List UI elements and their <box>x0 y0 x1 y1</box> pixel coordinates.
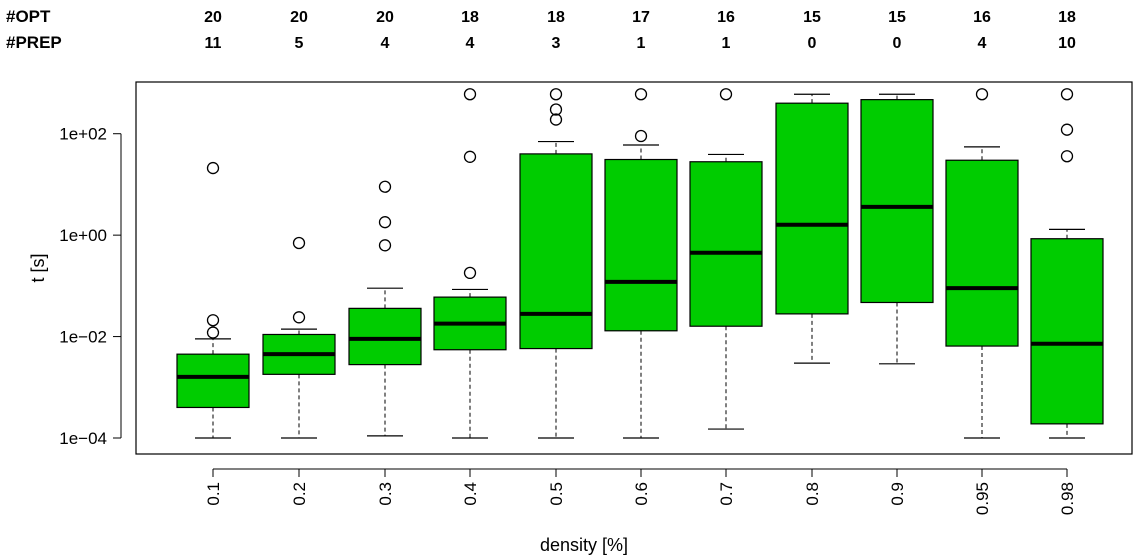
x-axis-label: density [%] <box>540 535 628 555</box>
top-row-value: 18 <box>1058 9 1076 26</box>
box-body <box>945 159 1019 347</box>
top-row-value: 20 <box>290 9 308 26</box>
outlier-point <box>719 88 733 101</box>
box-body <box>1030 238 1104 425</box>
outlier-point <box>1060 88 1074 101</box>
box-body <box>176 353 250 409</box>
box-body <box>604 158 678 332</box>
top-row-value: 4 <box>466 35 475 52</box>
outlier-point <box>975 88 989 101</box>
x-tick-label: 0.2 <box>290 482 309 506</box>
top-row-value: 0 <box>808 35 817 52</box>
top-row-value: 20 <box>376 9 394 26</box>
top-row-value: 0 <box>893 35 902 52</box>
outlier-point <box>378 180 392 193</box>
top-row-value: 16 <box>973 9 991 26</box>
box-body <box>775 102 849 315</box>
top-row-value: 15 <box>803 9 821 26</box>
outlier-point <box>292 236 306 250</box>
outlier-point <box>463 266 477 280</box>
top-row-value: 20 <box>204 9 222 26</box>
outlier-point <box>1060 123 1074 136</box>
x-tick-label: 0.7 <box>717 482 736 506</box>
y-tick-label: 1e+00 <box>59 226 107 245</box>
box-0-1 <box>176 161 250 439</box>
top-row-value: 11 <box>205 35 222 52</box>
plot-frame <box>135 81 1133 455</box>
top-row-value: 1 <box>637 35 646 52</box>
top-row-value: 15 <box>888 9 906 26</box>
top-row-value: 16 <box>717 9 735 26</box>
top-row-value: 18 <box>547 9 565 26</box>
outlier-point <box>1060 150 1074 163</box>
outlier-point <box>549 88 563 101</box>
box-body <box>519 153 593 350</box>
box-body <box>689 161 763 327</box>
top-row-value: 3 <box>552 35 561 52</box>
top-row-value: 17 <box>632 9 650 26</box>
outlier-point <box>463 88 477 101</box>
outlier-point <box>206 314 220 327</box>
box-0-98 <box>1030 88 1104 439</box>
box-0-4 <box>433 88 507 439</box>
y-tick-label: 1e+02 <box>59 125 107 144</box>
outlier-point <box>634 129 648 143</box>
x-tick-label: 0.6 <box>632 482 651 506</box>
x-tick-label: 0.8 <box>803 482 822 506</box>
top-row-value: 10 <box>1058 35 1076 52</box>
x-tick-label: 0.1 <box>204 482 223 506</box>
top-row-value: 5 <box>295 35 304 52</box>
y-tick-label: 1e−02 <box>59 328 107 347</box>
top-row-label: #OPT <box>6 7 51 26</box>
box-0-2 <box>262 236 336 439</box>
x-tick-label: 0.9 <box>888 482 907 506</box>
outlier-point <box>463 150 477 163</box>
top-row-label: #PREP <box>6 33 62 52</box>
x-axis: 0.1 0.2 0.3 0.4 0.5 0.6 0.7 0.8 0.9 0.95 0.98 <box>204 468 1077 515</box>
outlier-point <box>378 216 392 229</box>
outlier-point <box>206 326 220 339</box>
x-tick-label: 0.4 <box>461 482 480 506</box>
y-axis-label: t [s] <box>28 253 48 282</box>
box-0-8 <box>775 93 849 364</box>
outlier-point <box>378 239 392 252</box>
outlier-point <box>549 103 563 116</box>
top-row-value: 4 <box>978 35 987 52</box>
box-0-7 <box>689 88 763 430</box>
box-body <box>860 99 934 304</box>
top-count-rows: #OPT 20 20 20 18 18 17 16 15 15 16 18#PREP 11 5 4 4 3 1 1 0… <box>6 7 1076 52</box>
top-row-value: 1 <box>722 35 731 52</box>
box-0-3 <box>348 180 422 437</box>
box-0-9 <box>860 93 934 365</box>
top-row-value: 18 <box>461 9 479 26</box>
box-0-6 <box>604 88 678 439</box>
top-row-value: 4 <box>381 35 390 52</box>
outlier-point <box>292 311 306 324</box>
outlier-point <box>634 88 648 101</box>
box-body <box>348 307 422 366</box>
box-0-95 <box>945 88 1019 439</box>
box-series <box>176 88 1104 439</box>
x-tick-label: 0.3 <box>376 482 395 506</box>
y-axis: 1e−04 1e−02 1e+00 1e+02 <box>59 125 122 448</box>
outlier-point <box>206 161 220 175</box>
x-tick-label: 0.5 <box>547 482 566 506</box>
outlier-point <box>549 113 563 126</box>
box-0-5 <box>519 88 593 439</box>
y-tick-label: 1e−04 <box>59 429 107 448</box>
x-tick-label: 0.98 <box>1058 482 1077 515</box>
x-tick-label: 0.95 <box>973 482 992 515</box>
